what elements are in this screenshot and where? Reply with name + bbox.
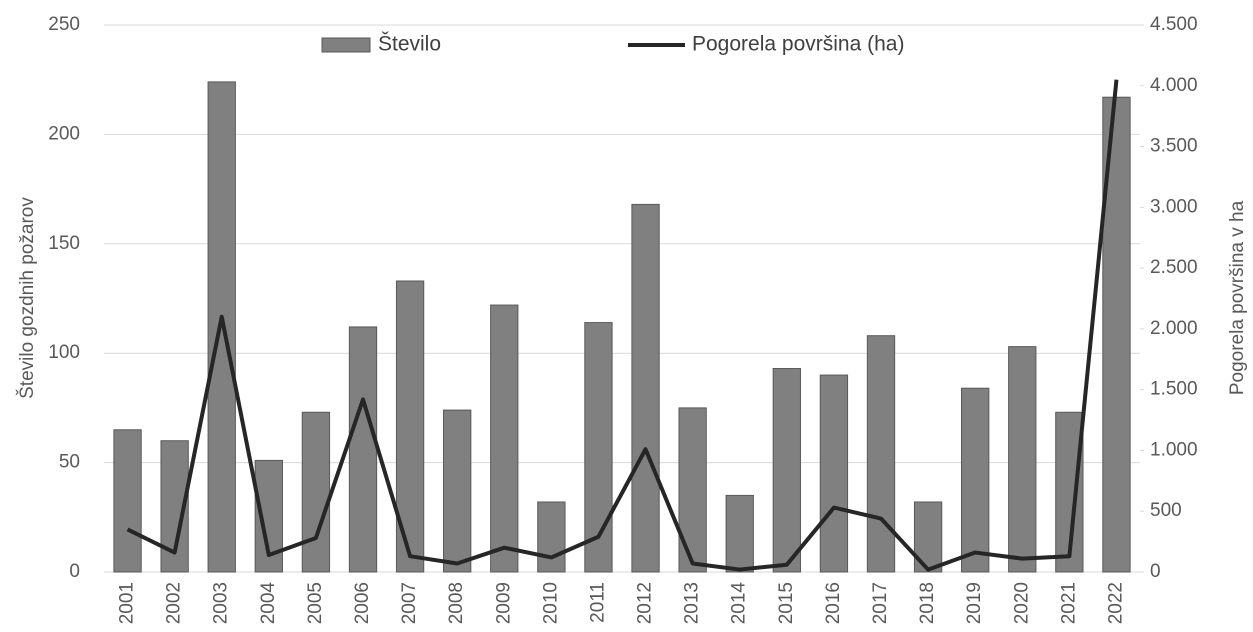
y-tick-label: 100 xyxy=(48,342,80,363)
y2-tick-label: 1.000 xyxy=(1150,439,1198,460)
bar xyxy=(301,411,331,573)
bar xyxy=(490,304,519,573)
x-tick-label: 2013 xyxy=(682,582,703,624)
x-tick-label: 2001 xyxy=(117,582,138,624)
bar xyxy=(113,429,142,573)
x-tick-label: 2010 xyxy=(540,582,561,624)
bar xyxy=(819,374,849,573)
y2-axis-title: Pogorela površina v ha xyxy=(1227,200,1248,395)
y-tick-label: 0 xyxy=(69,561,80,582)
x-tick-label: 2003 xyxy=(211,582,232,624)
legend-label: Število xyxy=(378,33,441,56)
x-tick-label: 2009 xyxy=(493,582,514,624)
line xyxy=(126,79,1119,572)
x-tick-label: 2022 xyxy=(1105,582,1126,624)
bar xyxy=(443,409,472,573)
y-tick-label: 50 xyxy=(59,452,80,473)
x-tick-label: 2019 xyxy=(964,582,985,624)
x-tick-label: 2016 xyxy=(823,582,844,624)
y-tick-label: 200 xyxy=(48,123,80,144)
x-tick-label: 2012 xyxy=(635,582,656,624)
y2-tick-label: 500 xyxy=(1150,500,1182,521)
x-tick-label: 2011 xyxy=(587,582,608,623)
bar xyxy=(961,387,990,573)
y-tick-label: 150 xyxy=(48,233,80,254)
bar xyxy=(348,326,378,573)
bar xyxy=(866,335,896,573)
bar xyxy=(772,368,801,573)
x-tick-label: 2018 xyxy=(917,582,938,624)
x-tick-label: 2014 xyxy=(729,582,750,625)
x-tick-label: 2002 xyxy=(164,582,185,624)
x-tick-label: 2015 xyxy=(776,582,797,624)
y-tick-label: 250 xyxy=(48,14,80,35)
bar xyxy=(537,501,566,573)
y2-tick-label: 3.500 xyxy=(1150,136,1198,157)
y2-tick-label: 2.500 xyxy=(1150,257,1198,278)
y2-tick-label: 0 xyxy=(1150,561,1161,582)
x-tick-label: 2020 xyxy=(1011,582,1032,624)
legend-swatch xyxy=(321,37,371,53)
y2-tick-label: 1.500 xyxy=(1150,379,1198,400)
y-axis-title: Število gozdnih požarov xyxy=(16,197,38,399)
x-tick-label: 2017 xyxy=(870,582,891,624)
x-tick-label: 2006 xyxy=(352,582,373,624)
bar xyxy=(1008,346,1037,573)
bar xyxy=(631,203,660,573)
x-tick-label: 2021 xyxy=(1058,582,1079,624)
x-tick-label: 2007 xyxy=(399,582,420,624)
y2-tick-label: 4.000 xyxy=(1150,75,1198,96)
y2-tick-label: 2.000 xyxy=(1150,318,1198,339)
x-tick-label: 2008 xyxy=(446,582,467,624)
y2-tick-label: 4.500 xyxy=(1150,14,1198,35)
y2-tick-label: 3.000 xyxy=(1150,196,1198,217)
x-tick-label: 2005 xyxy=(305,582,326,624)
x-tick-label: 2004 xyxy=(258,582,279,625)
bar xyxy=(584,322,613,573)
bar xyxy=(725,494,754,573)
legend-label: Pogorela površina (ha) xyxy=(692,33,904,56)
bar xyxy=(678,407,707,573)
